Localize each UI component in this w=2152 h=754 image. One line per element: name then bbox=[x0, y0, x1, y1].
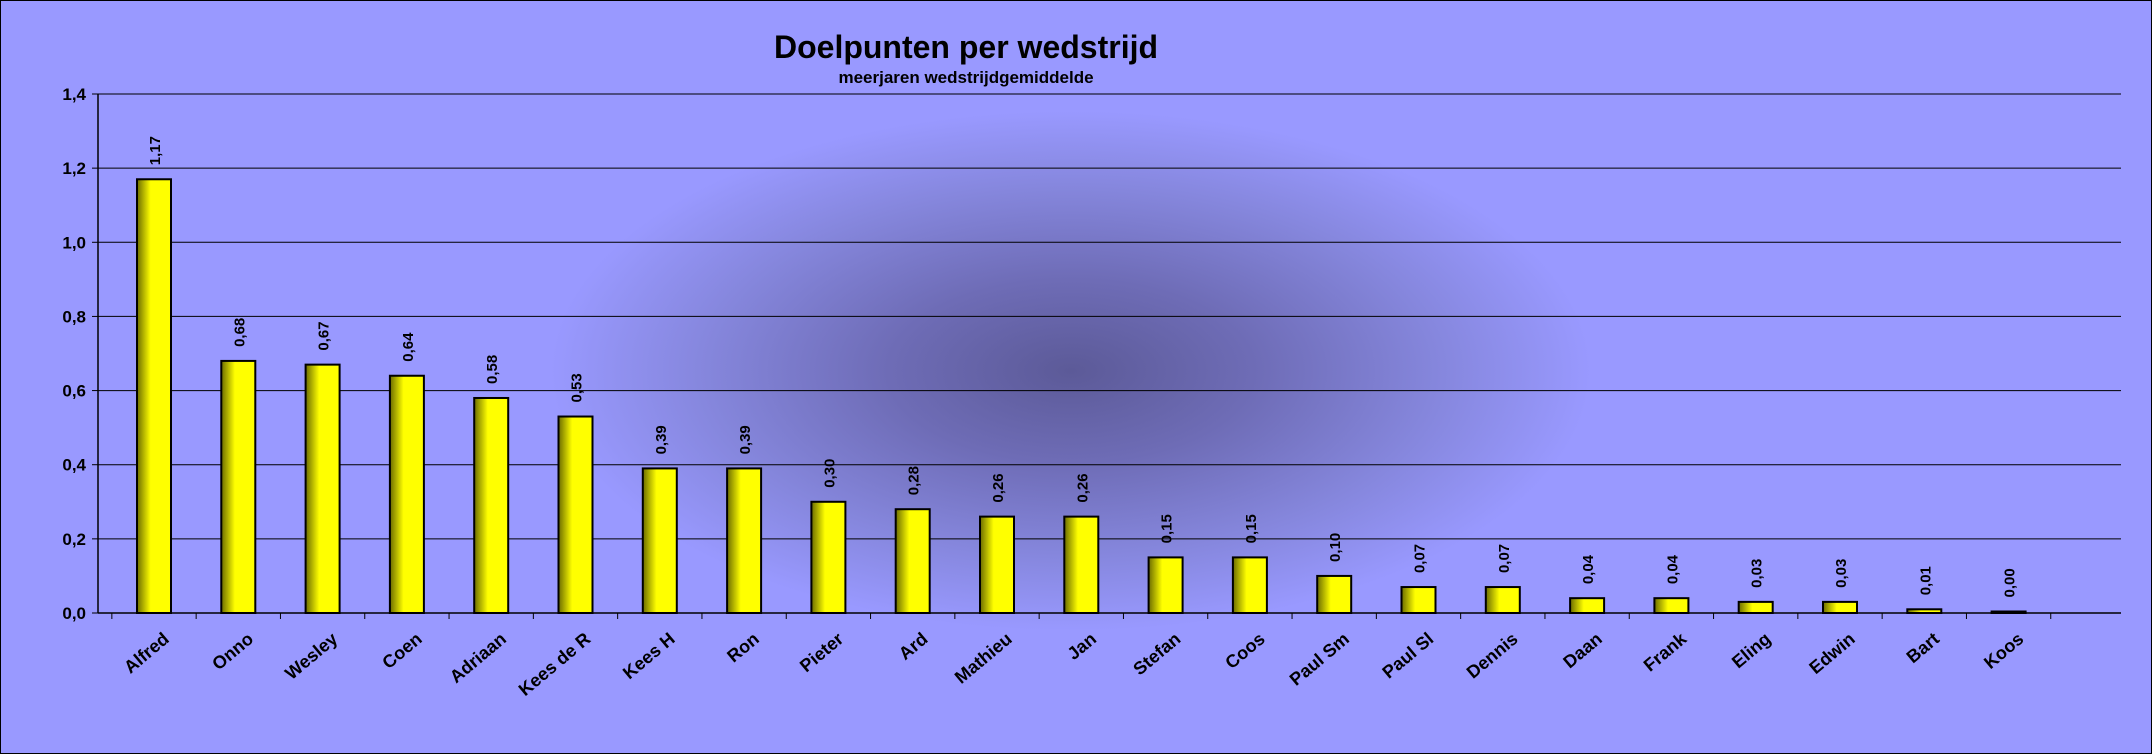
bar-stefan bbox=[1147, 556, 1184, 615]
y-tick-labels: 0,0 0,2 0,4 0,6 0,8 1,0 1,2 1,4 bbox=[62, 85, 86, 623]
data-label: 1,17 bbox=[147, 136, 164, 165]
bar-frank bbox=[1653, 597, 1690, 615]
data-label: 0,53 bbox=[569, 373, 586, 402]
x-tick-label: Edwin bbox=[1805, 629, 1858, 678]
data-label: 0,07 bbox=[1412, 544, 1429, 573]
data-label: 0,03 bbox=[1749, 559, 1766, 588]
x-tick-label: Paul Sl bbox=[1378, 629, 1437, 683]
chart-title: Doelpunten per wedstrijd bbox=[774, 29, 1158, 65]
x-tick-label: Daan bbox=[1559, 629, 1606, 673]
data-label: 0,58 bbox=[484, 355, 501, 384]
x-tick-label: Ron bbox=[723, 629, 763, 667]
x-tick-label: Paul Sm bbox=[1286, 629, 1353, 690]
data-label: 0,00 bbox=[2002, 568, 2019, 597]
x-tick-label: Wesley bbox=[281, 629, 341, 684]
x-tick-label: Jan bbox=[1063, 629, 1100, 664]
bar-coos bbox=[1231, 556, 1268, 615]
data-label: 0,26 bbox=[990, 473, 1007, 502]
data-label: 0,03 bbox=[1833, 559, 1850, 588]
data-label: 0,04 bbox=[1664, 554, 1681, 584]
data-label: 0,67 bbox=[316, 321, 333, 350]
bar-alfred bbox=[136, 178, 172, 614]
y-tick-label: 1,0 bbox=[62, 233, 86, 252]
bar-coen bbox=[388, 374, 425, 614]
bar-pieter bbox=[810, 500, 847, 614]
x-tick-label: Coen bbox=[378, 629, 425, 673]
data-label: 0,28 bbox=[906, 466, 923, 495]
bar-jan bbox=[1063, 515, 1100, 614]
bar-daan bbox=[1569, 597, 1606, 615]
y-tick-label: 0,8 bbox=[62, 307, 86, 326]
y-tick-label: 0,6 bbox=[62, 382, 86, 401]
bar-paul-sl bbox=[1400, 586, 1437, 614]
bar-ard bbox=[894, 508, 931, 615]
bar-edwin bbox=[1822, 600, 1858, 615]
data-label: 0,68 bbox=[231, 318, 248, 347]
x-tick-label: Coos bbox=[1221, 629, 1268, 673]
bar-wesley bbox=[304, 363, 341, 614]
x-tick-label: Onno bbox=[208, 629, 257, 675]
bar-ron bbox=[726, 467, 763, 614]
x-tick-label: Bart bbox=[1903, 629, 1943, 667]
y-tick-label: 0,0 bbox=[62, 604, 86, 623]
data-label: 0,15 bbox=[1159, 514, 1176, 543]
data-label: 0,64 bbox=[400, 332, 417, 362]
x-tick-label: Kees de R bbox=[515, 629, 595, 700]
bar-dennis bbox=[1484, 586, 1521, 614]
x-tick-label: Stefan bbox=[1129, 629, 1184, 680]
x-tick-label: Koos bbox=[1980, 629, 2027, 673]
y-tick-label: 1,2 bbox=[62, 159, 86, 178]
y-tick-label: 0,2 bbox=[62, 530, 86, 549]
data-label: 0,10 bbox=[1327, 533, 1344, 562]
x-tick-label: Alfred bbox=[120, 629, 173, 678]
chart-subtitle: meerjaren wedstrijdgemiddelde bbox=[838, 68, 1093, 87]
data-label: 0,39 bbox=[653, 425, 670, 454]
bar-mathieu bbox=[979, 515, 1015, 614]
y-tick-label: 0,4 bbox=[62, 456, 86, 475]
bar-kees-de-r bbox=[557, 415, 594, 614]
x-tick-label: Mathieu bbox=[951, 629, 1016, 688]
data-label: 0,30 bbox=[821, 459, 838, 488]
bar-adriaan bbox=[473, 396, 510, 614]
bar-onno bbox=[220, 359, 257, 614]
bars bbox=[136, 178, 2027, 615]
bar-kees-h bbox=[641, 467, 678, 614]
x-tick-label: Dennis bbox=[1463, 629, 1522, 683]
y-tick-label: 1,4 bbox=[62, 85, 86, 104]
data-label: 0,26 bbox=[1074, 473, 1091, 502]
x-tick-label: Adriaan bbox=[446, 629, 510, 687]
gridlines bbox=[92, 93, 2121, 614]
data-label: 0,15 bbox=[1243, 514, 1260, 543]
data-label: 0,39 bbox=[737, 425, 754, 454]
x-tick-label: Frank bbox=[1640, 628, 1691, 675]
bar-paul-sm bbox=[1316, 574, 1353, 615]
data-labels: 1,17 0,68 0,67 0,64 0,58 0,53 0,39 0,39 0,30 0,28… bbox=[147, 136, 2019, 597]
bar-eling bbox=[1737, 600, 1774, 615]
x-tick-label: Kees H bbox=[619, 629, 679, 684]
axes bbox=[97, 94, 2121, 619]
x-tick-labels: Alfred Onno Wesley Coen Adriaan Kees de R Kees… bbox=[120, 628, 2027, 700]
x-tick-label: Pieter bbox=[796, 629, 847, 676]
data-label: 0,04 bbox=[1580, 554, 1597, 584]
data-label: 0,01 bbox=[1917, 566, 1934, 595]
x-tick-label: Ard bbox=[895, 629, 932, 664]
data-label: 0,07 bbox=[1496, 544, 1513, 573]
x-tick-label: Eling bbox=[1728, 629, 1775, 673]
